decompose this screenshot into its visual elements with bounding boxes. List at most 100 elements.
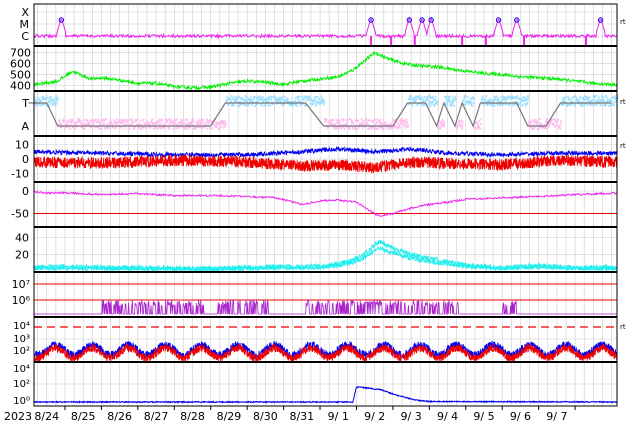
sector-point (111, 122, 113, 125)
sector-point (392, 125, 395, 128)
sector-point (99, 122, 101, 125)
sector-point (491, 103, 493, 106)
sector-point (261, 97, 263, 100)
sector-point (504, 99, 507, 102)
y-tick-label: 20 (15, 249, 29, 262)
sector-point (63, 127, 66, 130)
y-tick-label: 10⁶ (12, 294, 31, 307)
sector-point (446, 96, 448, 99)
sector-point (75, 123, 78, 126)
sector-point (118, 119, 121, 122)
sector-point (555, 120, 557, 123)
sector-point (499, 104, 501, 107)
sector-point (538, 125, 540, 128)
sector-point (57, 124, 60, 127)
sector-point (510, 98, 513, 101)
sector-point (399, 118, 402, 121)
sector-point (433, 104, 435, 107)
sector-point (81, 122, 83, 125)
sector-point (96, 121, 99, 124)
sector-point (81, 126, 83, 129)
sector-point (296, 104, 298, 107)
right-label: rt (620, 323, 626, 331)
sector-point (114, 121, 117, 124)
sector-point (125, 123, 127, 126)
sector-point (290, 103, 293, 106)
sector-point (323, 99, 325, 102)
sector-point (57, 96, 59, 99)
sector-point (533, 127, 536, 130)
x-tick-label: 8/31 (289, 410, 314, 423)
sector-point (321, 97, 323, 100)
sector-point (94, 126, 96, 129)
sector-point (463, 95, 466, 98)
sector-point (343, 127, 346, 130)
sector-point (595, 95, 598, 98)
x-tick-label: 9/ 2 (364, 410, 385, 423)
sector-point (598, 100, 601, 103)
sector-point (169, 118, 172, 121)
sector-point (120, 126, 123, 129)
sector-point (110, 119, 112, 122)
sector-point (132, 127, 135, 130)
sector-point (514, 100, 517, 103)
sector-point (215, 122, 217, 125)
sector-point (145, 121, 148, 124)
sector-point (248, 100, 251, 103)
sector-point (325, 118, 328, 121)
sector-point (38, 103, 40, 106)
sector-point (48, 100, 51, 103)
sector-point (232, 104, 235, 107)
sector-point (549, 122, 552, 125)
sector-point (68, 125, 71, 128)
sector-point (134, 118, 137, 121)
sector-point (181, 120, 184, 123)
sector-point (337, 123, 340, 126)
sector-point (213, 124, 215, 127)
sector-point (582, 100, 584, 103)
sector-point (345, 125, 348, 128)
sector-point (214, 120, 216, 123)
sector-point (231, 103, 233, 106)
sector-point (461, 126, 463, 129)
sector-point (83, 123, 86, 126)
sector-point (294, 97, 297, 100)
sector-point (133, 125, 135, 128)
sector-point (163, 126, 165, 129)
sector-point (613, 104, 615, 107)
sector-point (184, 127, 186, 130)
sector-point (377, 127, 379, 130)
sector-point (605, 95, 607, 98)
sector-point (449, 95, 451, 98)
sector-point (334, 123, 336, 126)
sector-point (539, 118, 541, 121)
sector-point (298, 95, 301, 98)
sector-point (297, 98, 299, 101)
sector-point (52, 102, 55, 105)
sector-point (337, 127, 340, 130)
sector-point (506, 97, 509, 100)
sector-point (278, 99, 280, 102)
sector-point (521, 103, 524, 106)
sector-point (219, 122, 221, 125)
sector-point (58, 124, 61, 127)
sector-point (559, 124, 561, 127)
sector-point (88, 123, 91, 126)
sector-point (523, 99, 526, 102)
y-tick-label: X (21, 6, 29, 19)
sector-point (610, 97, 612, 100)
sector-point (126, 121, 129, 124)
sector-point (255, 103, 258, 106)
sector-point (440, 120, 443, 123)
sector-point (127, 127, 130, 130)
sector-point (385, 121, 388, 124)
sector-point (243, 102, 246, 105)
sector-point (564, 101, 566, 104)
sector-point (139, 119, 142, 122)
sector-point (470, 101, 472, 104)
sector-point (402, 119, 404, 122)
sector-point (567, 98, 570, 101)
sector-step-line (28, 101, 612, 128)
sector-point (103, 119, 106, 122)
sector-point (577, 100, 579, 103)
